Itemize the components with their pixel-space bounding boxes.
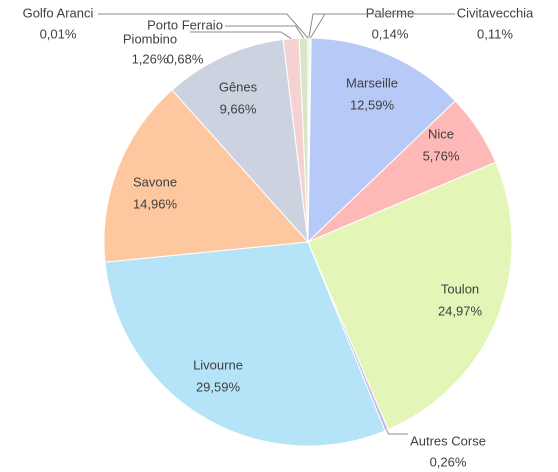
slice-label: Nice	[428, 126, 454, 141]
slice-label: Palerme	[366, 5, 414, 20]
slice-value-label: 12,59%	[350, 97, 395, 112]
slice-value-label: 0,01%	[40, 26, 77, 41]
leader-line	[190, 31, 292, 40]
slice-label: Civitavecchia	[457, 5, 534, 20]
slice-label: Marseille	[346, 75, 398, 90]
slice-label: Autres Corse	[410, 433, 486, 448]
slice-value-label: 14,96%	[133, 196, 178, 211]
pie-slice	[103, 89, 310, 263]
slice-value-label: 9,66%	[220, 101, 257, 116]
leader-line	[310, 13, 455, 39]
slice-label: Savone	[133, 174, 177, 189]
pie-slice	[307, 161, 513, 431]
slice-label: Piombino	[123, 31, 177, 46]
leader-line	[386, 429, 408, 435]
leader-line	[225, 25, 304, 39]
slice-value-label: 1,26%	[132, 51, 169, 66]
slice-label: Porto Ferraio	[147, 17, 223, 32]
slice-value-label: 0,26%	[430, 454, 467, 469]
slice-label: Gênes	[219, 79, 258, 94]
slice-value-label: 29,59%	[196, 379, 241, 394]
leader-line	[308, 13, 350, 39]
slice-label: Toulon	[441, 281, 479, 296]
slice-value-label: 24,97%	[438, 303, 483, 318]
pie-slice	[171, 38, 309, 244]
slice-value-label: 0,68%	[167, 51, 204, 66]
pie-slice	[307, 37, 457, 244]
slice-label: Livourne	[193, 357, 243, 372]
slice-value-label: 0,14%	[372, 26, 409, 41]
slice-label: Golfo Aranci	[23, 5, 94, 20]
slice-value-label: 0,11%	[477, 26, 513, 41]
pie-slice	[104, 241, 386, 447]
leader-line	[98, 13, 309, 39]
slice-value-label: 5,76%	[423, 148, 460, 163]
